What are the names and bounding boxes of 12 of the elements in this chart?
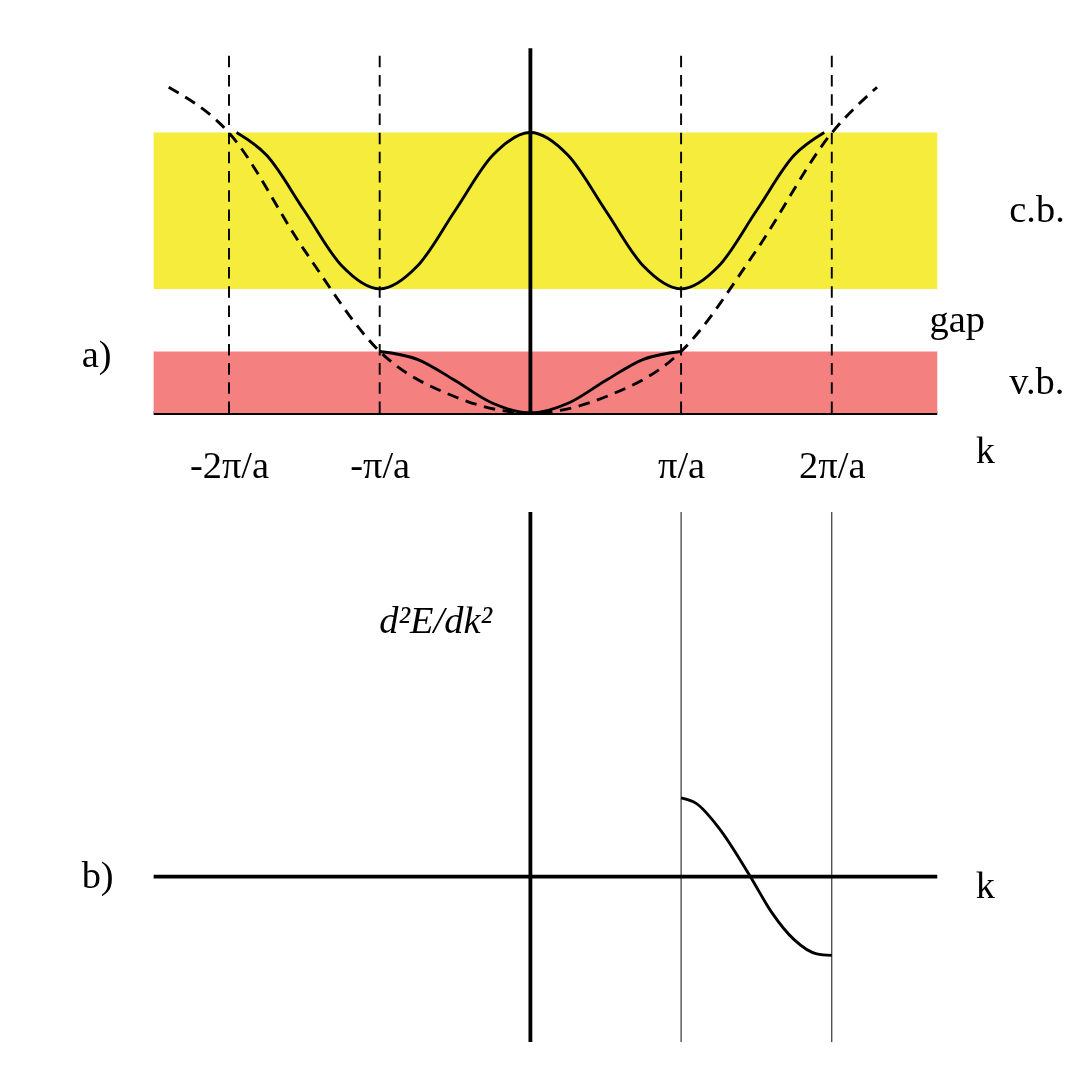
x-tick-label: π/a — [658, 443, 706, 486]
x-tick-label: 2π/a — [799, 443, 866, 486]
x-tick-label: -2π/a — [189, 443, 270, 486]
y-axis-title: d²E/dk² — [379, 598, 494, 641]
x-axis-title: k — [975, 863, 996, 906]
band-label: v.b. — [1009, 359, 1065, 402]
x-tick-label: -π/a — [350, 443, 411, 486]
x-axis-title: k — [975, 429, 996, 471]
text: a) — [81, 332, 112, 376]
annotation: gap — [929, 297, 986, 340]
text: b) — [81, 854, 114, 898]
band-label: c.b. — [1009, 188, 1065, 231]
